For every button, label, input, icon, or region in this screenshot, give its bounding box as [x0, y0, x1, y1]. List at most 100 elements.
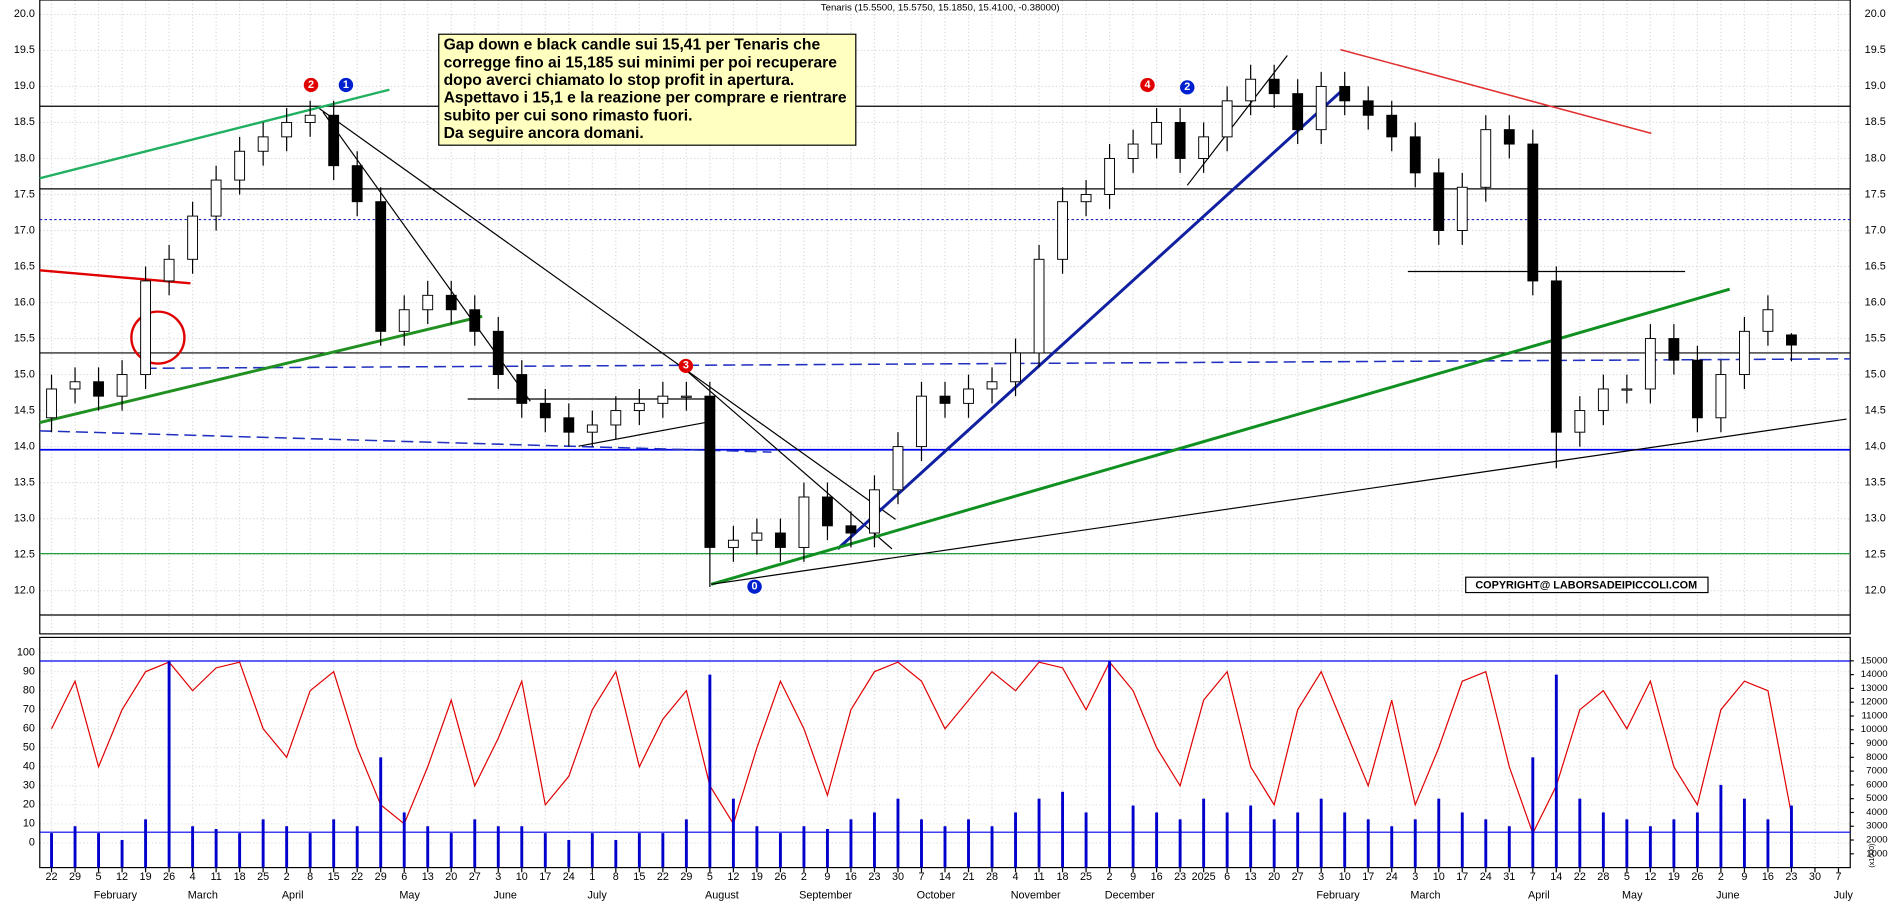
y-tick-label: 16.5 [14, 260, 35, 272]
volume-bar [1084, 812, 1088, 868]
note-line: Da seguire ancora domani. [444, 125, 644, 142]
volume-bar [684, 819, 688, 868]
candle-body [1597, 388, 1609, 412]
x-tick-label: 27 [469, 871, 481, 883]
x-tick-label: 4 [190, 871, 196, 883]
month-label: June [1716, 890, 1740, 902]
candle-body [1503, 129, 1515, 145]
y-tick-label: 12.5 [14, 549, 35, 561]
trendline [319, 108, 896, 520]
candle-body [187, 215, 199, 260]
trendline [680, 365, 893, 550]
y-tick-label-right: 17.5 [1865, 188, 1886, 200]
candle-body [657, 395, 669, 404]
x-tick-label: 28 [986, 871, 998, 883]
volume-bar [1507, 826, 1511, 868]
volume-bar [1695, 812, 1699, 868]
x-tick-label: 6 [1224, 871, 1230, 883]
candle-body [1574, 410, 1586, 433]
volume-bar [1178, 819, 1182, 868]
x-tick-label: 24 [1480, 871, 1492, 883]
y2-tick-label: 5000 [1866, 793, 1887, 804]
month-label: July [587, 890, 607, 902]
month-label: February [94, 890, 138, 902]
month-label: May [399, 890, 420, 902]
candle-body [1362, 100, 1374, 116]
candle-body [1245, 78, 1257, 102]
candle-body [1668, 338, 1680, 361]
y-tick-label: 60 [23, 723, 35, 735]
month-label: June [493, 890, 517, 902]
volume-bar [97, 833, 101, 868]
volume-bar [1037, 798, 1041, 868]
y-tick-label: 19.0 [14, 80, 35, 92]
volume-bar [1343, 812, 1347, 868]
candle-body [69, 381, 81, 390]
candle-body [304, 114, 316, 123]
x-tick-label: 16 [1762, 871, 1774, 883]
x-tick-label: 10 [1433, 871, 1445, 883]
x-tick-label: 13 [422, 871, 434, 883]
candle-body [1174, 121, 1186, 159]
wave-marker-dot [678, 358, 694, 374]
x-tick-label: 10 [516, 871, 528, 883]
x-tick-label: 22 [657, 871, 669, 883]
y-tick-label: 90 [23, 666, 35, 678]
y-tick-label: 40 [23, 761, 35, 773]
y2-tick-label: 11000 [1862, 711, 1888, 722]
x-tick-label: 29 [680, 871, 692, 883]
month-label: April [1528, 890, 1550, 902]
y-tick-label-right: 18.5 [1865, 116, 1886, 128]
candle-body [1339, 85, 1351, 102]
volume-bar [967, 819, 970, 868]
candle-body [422, 294, 434, 311]
wave-marker: 1 [338, 77, 354, 93]
volume-bar [1460, 812, 1464, 868]
y-tick-label-right: 14.5 [1865, 404, 1886, 416]
volume-bar [191, 826, 195, 868]
volume-bar [1131, 805, 1135, 868]
y2-tick-label: 6000 [1866, 779, 1887, 790]
month-label: March [188, 890, 218, 902]
x-tick-label: 21 [962, 871, 974, 883]
x-tick-label: 7 [1835, 871, 1841, 883]
x-tick-label: 7 [918, 871, 924, 883]
volume-bar [167, 660, 171, 868]
y2-tick-label: 4000 [1866, 807, 1887, 818]
candle-body [1127, 143, 1139, 159]
candle-body [563, 417, 575, 433]
volume-bar [1578, 798, 1582, 868]
candle-body [1292, 93, 1304, 131]
x-tick-label: 20 [1268, 871, 1280, 883]
volume-bar [473, 819, 477, 868]
x-tick-label: 30 [892, 871, 904, 883]
candle-body [1715, 374, 1727, 419]
candle-body [93, 381, 104, 397]
x-tick-label: 23 [1174, 871, 1186, 883]
candle-body [1456, 186, 1468, 231]
volume-bar [825, 828, 829, 868]
wave-marker-label: 0 [752, 581, 758, 593]
y-tick-label: 18.5 [14, 116, 35, 128]
x-tick-label: 29 [69, 871, 81, 883]
x-tick-label: 5 [707, 871, 713, 883]
volume-bar [1366, 819, 1370, 868]
volume-bar [1413, 819, 1417, 868]
candle-body [963, 388, 974, 404]
volume-bar [214, 828, 218, 868]
y2-tick-label: 1000 [1866, 848, 1887, 859]
note-line: Gap down e black candle sui 15,41 per Te… [444, 37, 821, 54]
x-tick-label: 12 [1644, 871, 1656, 883]
y-tick-label: 17.0 [14, 224, 35, 236]
volume-bar [990, 826, 994, 868]
x-tick-label: 17 [1362, 871, 1374, 883]
candle-body [633, 402, 645, 412]
x-tick-label: 12 [116, 871, 128, 883]
candle-body [704, 395, 716, 548]
volume-bar [496, 826, 500, 868]
wave-marker-label: 2 [308, 79, 314, 91]
x-tick-label: 15 [328, 871, 340, 883]
x-tick-label: 24 [563, 871, 575, 883]
candle-body [939, 395, 951, 404]
volume-bar [1484, 819, 1488, 868]
